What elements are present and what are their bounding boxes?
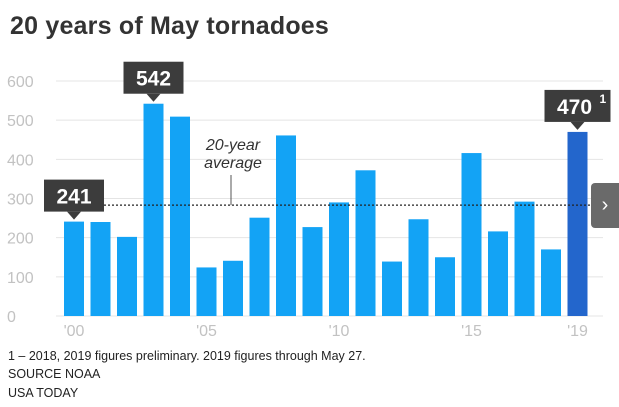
bar-2000 bbox=[64, 221, 84, 316]
callout-pointer bbox=[67, 211, 81, 220]
bar-2005 bbox=[196, 267, 217, 316]
callout-2003: 542 bbox=[123, 61, 184, 102]
callouts: 241 542 470 1 bbox=[44, 61, 611, 220]
bar-2002 bbox=[117, 236, 137, 316]
footnote-note: 1 – 2018, 2019 figures preliminary. 2019… bbox=[8, 349, 366, 363]
footnote-source: SOURCE NOAA bbox=[8, 367, 101, 381]
y-tick-label: 100 bbox=[7, 270, 34, 287]
chevron-right-icon: › bbox=[601, 194, 609, 216]
bar-2007 bbox=[249, 217, 270, 316]
callout-label: 241 bbox=[56, 186, 91, 209]
bar-2013 bbox=[408, 219, 429, 316]
bar-2009 bbox=[302, 227, 323, 316]
callout-2000: 241 bbox=[44, 179, 104, 220]
bar-2018 bbox=[541, 249, 561, 316]
bar-2014 bbox=[435, 257, 455, 316]
average-label: average bbox=[204, 155, 262, 172]
average-label: 20-year bbox=[205, 137, 261, 154]
bar-2006 bbox=[223, 260, 243, 316]
bar-2019 bbox=[567, 131, 588, 316]
bar-2015 bbox=[461, 153, 482, 316]
bar-2016 bbox=[488, 231, 508, 316]
bar-2017 bbox=[514, 201, 535, 316]
bar-2008 bbox=[276, 135, 296, 316]
bar-2010 bbox=[329, 202, 349, 316]
callout-2019: 470 1 bbox=[544, 89, 611, 130]
bars bbox=[64, 103, 588, 317]
x-tick-label: '05 bbox=[196, 323, 217, 340]
bar-2003 bbox=[143, 103, 164, 316]
callout-pointer bbox=[146, 93, 161, 102]
callout-box bbox=[123, 61, 184, 94]
y-tick-label: 400 bbox=[7, 152, 34, 169]
x-tick-label: '15 bbox=[461, 323, 482, 340]
x-tick-label: '00 bbox=[64, 323, 85, 340]
next-arrow-button[interactable]: › bbox=[591, 183, 619, 228]
x-tick-label: '19 bbox=[567, 323, 588, 340]
bar-2012 bbox=[382, 261, 402, 316]
callout-box bbox=[44, 179, 104, 212]
y-tick-label: 600 bbox=[7, 74, 34, 91]
footnote-publisher: USA TODAY bbox=[8, 386, 79, 400]
bar-2011 bbox=[355, 170, 376, 316]
x-axis-ticks: '00 '05 '10 '15 '19 bbox=[64, 323, 588, 340]
callout-pointer bbox=[570, 121, 585, 130]
bar-2001 bbox=[90, 222, 111, 316]
x-tick-label: '10 bbox=[329, 323, 350, 340]
bar-2004 bbox=[170, 116, 190, 317]
callout-box bbox=[544, 89, 611, 122]
y-axis-ticks: 0 100 200 300 400 500 600 bbox=[7, 74, 34, 326]
y-tick-label: 200 bbox=[7, 231, 34, 248]
callout-superscript: 1 bbox=[600, 92, 607, 106]
callout-label: 542 bbox=[136, 68, 171, 91]
chart-title: 20 years of May tornadoes bbox=[10, 12, 330, 40]
callout-label: 470 bbox=[557, 96, 592, 119]
y-tick-label: 300 bbox=[7, 192, 34, 209]
y-tick-label: 0 bbox=[7, 309, 16, 326]
y-tick-label: 500 bbox=[7, 113, 34, 130]
